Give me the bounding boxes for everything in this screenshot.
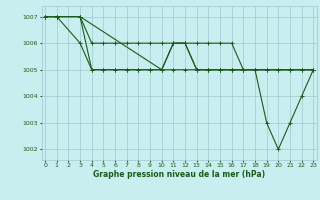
X-axis label: Graphe pression niveau de la mer (hPa): Graphe pression niveau de la mer (hPa) bbox=[93, 170, 265, 179]
